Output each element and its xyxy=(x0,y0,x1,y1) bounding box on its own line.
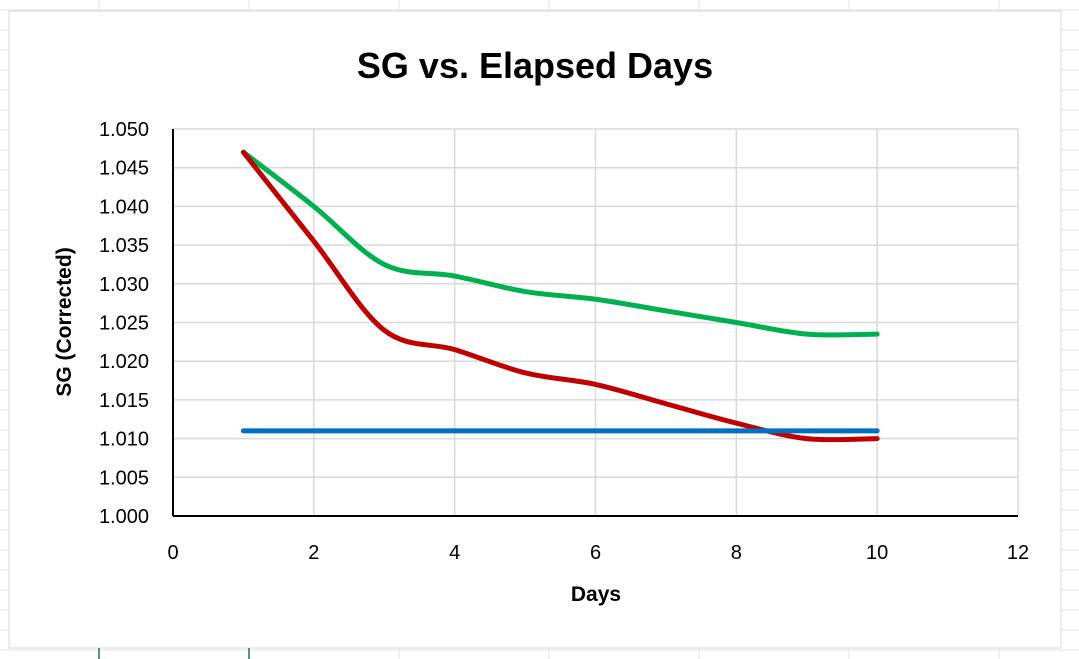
y-tick-label: 1.035 xyxy=(99,235,149,257)
x-tick-label: 12 xyxy=(1007,542,1029,564)
x-tick-label: 8 xyxy=(731,542,742,564)
y-tick-label: 1.000 xyxy=(99,506,149,528)
x-tick-label: 10 xyxy=(866,542,888,564)
y-tick-label: 1.005 xyxy=(99,467,149,489)
x-tick-labels: 0 2 4 6 8 10 12 xyxy=(167,542,1029,564)
series-line-1[interactable] xyxy=(240,149,880,338)
y-tick-label: 1.045 xyxy=(99,158,149,180)
chart-title: SG vs. Elapsed Days xyxy=(357,45,713,86)
x-tick-label: 0 xyxy=(167,542,178,564)
y-tick-label: 1.030 xyxy=(99,274,149,296)
y-tick-labels: 1.000 1.005 1.010 1.015 1.020 1.025 1.030 1.035… xyxy=(99,119,149,528)
plot-axes xyxy=(172,129,1018,517)
x-tick-label: 4 xyxy=(449,542,460,564)
y-tick-label: 1.040 xyxy=(99,196,149,218)
y-tick-label: 1.020 xyxy=(99,351,149,373)
chart-frame[interactable] xyxy=(8,10,1062,649)
y-tick-label: 1.025 xyxy=(99,313,149,335)
y-axis-label: SG (Corrected) xyxy=(53,247,76,396)
y-tick-label: 1.015 xyxy=(99,390,149,412)
plot-gridlines xyxy=(172,128,1019,517)
x-axis-label: Days xyxy=(571,583,621,606)
y-tick-label: 1.010 xyxy=(99,429,149,451)
x-tick-label: 6 xyxy=(590,542,601,564)
series-lines xyxy=(240,149,880,443)
x-tick-label: 2 xyxy=(308,542,319,564)
y-tick-label: 1.050 xyxy=(99,119,149,141)
